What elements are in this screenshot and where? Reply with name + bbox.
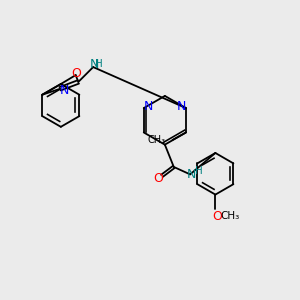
Text: O: O (71, 67, 81, 80)
Text: CH₃: CH₃ (147, 135, 165, 145)
Text: H: H (195, 166, 202, 176)
Text: N: N (177, 100, 186, 113)
Text: O: O (212, 210, 222, 223)
Text: N: N (89, 58, 99, 70)
Text: H: H (95, 59, 103, 69)
Text: N: N (143, 100, 153, 113)
Text: O: O (153, 172, 163, 185)
Text: N: N (60, 84, 69, 97)
Text: CH₃: CH₃ (220, 211, 239, 221)
Text: N: N (187, 169, 196, 182)
